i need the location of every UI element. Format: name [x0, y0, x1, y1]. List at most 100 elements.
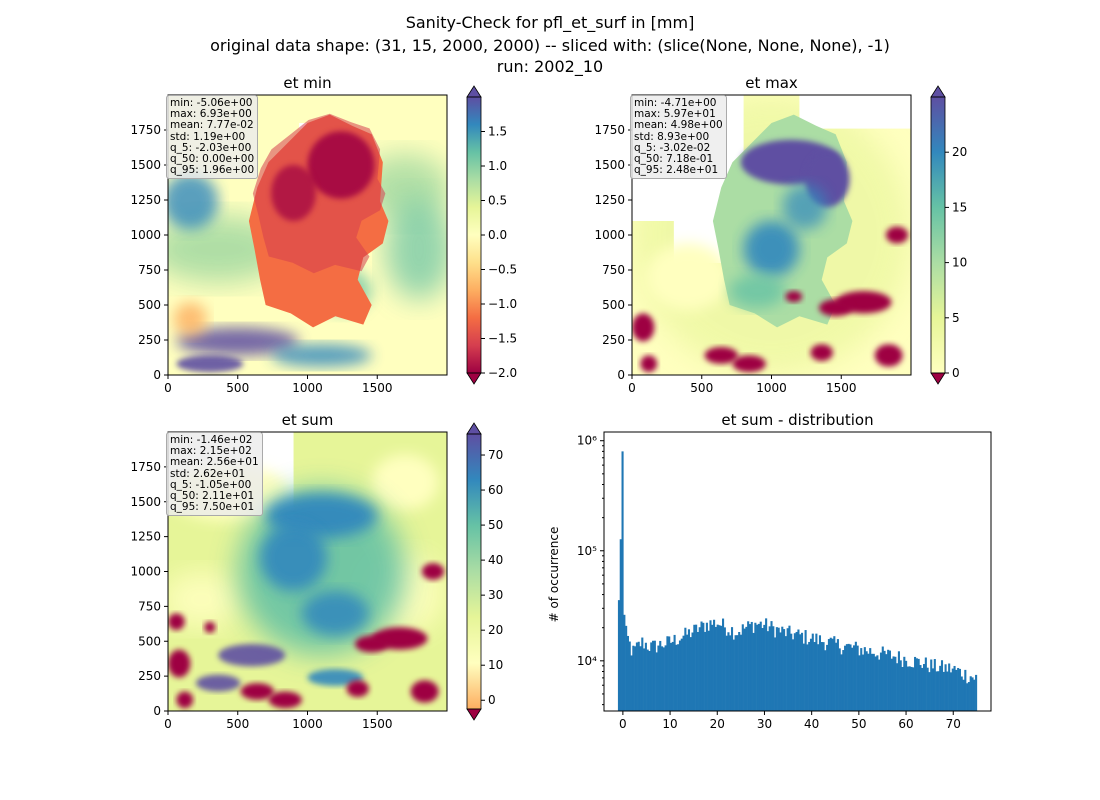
histogram-bar	[946, 671, 949, 711]
histogram-bar	[804, 630, 807, 711]
field-blob	[421, 563, 445, 580]
x-tick-label: 50	[851, 717, 866, 731]
histogram-bar	[933, 659, 936, 711]
y-tick-label: 250	[602, 333, 625, 347]
histogram-bar	[732, 639, 735, 711]
histogram-bar	[966, 683, 969, 711]
histogram-bar	[847, 643, 850, 711]
colorbar-tick-label: 40	[488, 553, 503, 567]
histogram-bar	[745, 626, 748, 711]
x-tick-label: 1500	[826, 381, 857, 395]
colorbar-tick-label: 20	[952, 145, 967, 159]
histogram-bar	[919, 665, 922, 711]
colorbar-tick-label: 10	[488, 658, 503, 672]
colorbar	[467, 97, 481, 373]
histogram-bar	[756, 624, 759, 711]
histogram-bar	[835, 642, 838, 711]
histogram-bar	[844, 645, 847, 711]
histogram-bar	[634, 646, 637, 711]
field-blob	[271, 165, 316, 221]
x-tick-label: 500	[690, 381, 713, 395]
y-tick-label: 1500	[130, 495, 161, 509]
field-blob	[885, 226, 909, 244]
stat-line: q_5: -2.03e+00	[170, 141, 252, 154]
histogram-bar	[870, 653, 874, 711]
histogram-bar	[885, 654, 888, 711]
stat-line: max: 6.93e+00	[170, 108, 252, 121]
y-tick-label: 1250	[594, 193, 625, 207]
field-blob	[410, 680, 439, 703]
colorbar-tick-label: 0.5	[488, 194, 507, 208]
histogram-bar	[813, 642, 816, 711]
histogram-bar	[779, 632, 782, 711]
colorbar-tick-label: 15	[952, 200, 967, 214]
histogram-bars	[617, 451, 978, 711]
histogram-bar	[788, 625, 791, 711]
histogram-bar	[736, 635, 739, 711]
histogram-bar	[652, 640, 655, 711]
histogram-bar	[854, 641, 857, 711]
field-blob	[371, 454, 439, 511]
histogram-bar	[930, 659, 933, 711]
histogram-bar	[917, 658, 920, 711]
histogram-bar	[662, 647, 665, 711]
x-tick-label: 20	[710, 717, 725, 731]
histogram-bar	[695, 624, 698, 711]
stat-line: q_50: 0.00e+00	[170, 153, 255, 166]
stats-box-et-max: min: -4.71e+00 max: 5.97e+01 mean: 4.98e…	[630, 95, 727, 180]
colorbar-extend-bottom	[930, 372, 946, 385]
field-blob	[168, 571, 241, 628]
histogram-bar	[860, 648, 863, 711]
field-blob	[268, 691, 302, 709]
colorbar-tick-label: 1.0	[488, 159, 507, 173]
histogram-bar	[806, 644, 809, 711]
histogram-bar	[795, 631, 798, 711]
histogram-bar	[714, 626, 717, 711]
figure-title-line2: original data shape: (31, 15, 2000, 2000…	[210, 36, 890, 55]
histogram-bar	[689, 637, 692, 711]
x-tick-label: 1500	[362, 381, 393, 395]
histogram-bar	[655, 652, 658, 711]
histogram-bar	[829, 637, 832, 711]
histogram-bar	[890, 658, 893, 711]
histogram-bar	[765, 618, 768, 711]
histogram-bar	[962, 679, 965, 711]
histogram-bar	[840, 654, 843, 711]
histogram-bar	[650, 642, 653, 711]
histogram-bar	[646, 649, 649, 711]
histogram-bar	[734, 635, 737, 711]
field-blob	[195, 674, 241, 692]
y-tick-label: 750	[602, 263, 625, 277]
y-tick-label: 10⁶	[577, 434, 597, 448]
histogram-bar	[711, 624, 714, 711]
colorbar-tick-label: 0	[488, 693, 496, 707]
x-tick-label: 70	[946, 717, 961, 731]
histogram-bar	[659, 640, 662, 711]
field-blob	[385, 198, 447, 300]
y-tick-label: 1750	[594, 123, 625, 137]
histogram-bar	[630, 655, 633, 711]
colorbar-tick-label: 30	[488, 588, 503, 602]
x-tick-label: 0	[628, 381, 636, 395]
histogram-bar	[704, 631, 707, 711]
histogram-bar	[942, 671, 945, 711]
histogram-bar	[702, 622, 705, 711]
histogram-bar	[948, 663, 951, 711]
histogram-bar	[684, 627, 687, 711]
subplot-title: et sum - distribution	[721, 411, 873, 429]
histogram-bar	[964, 669, 967, 711]
colorbar-extend-bottom	[466, 372, 482, 385]
stat-line: q_95: 7.50e+01	[170, 501, 255, 514]
histogram-bar	[678, 640, 682, 711]
histogram-bar	[693, 624, 696, 711]
histogram-bar	[793, 633, 796, 711]
colorbar-tick-label: 50	[488, 518, 503, 532]
histogram-bar	[973, 679, 976, 711]
stat-line: mean: 2.56e+01	[170, 456, 259, 469]
histogram-bar	[781, 626, 784, 711]
histogram-bar	[872, 653, 875, 711]
y-tick-label: 0	[153, 368, 161, 382]
y-tick-label: 250	[138, 669, 161, 683]
histogram-bar	[772, 626, 775, 711]
histogram-bar	[644, 642, 647, 711]
